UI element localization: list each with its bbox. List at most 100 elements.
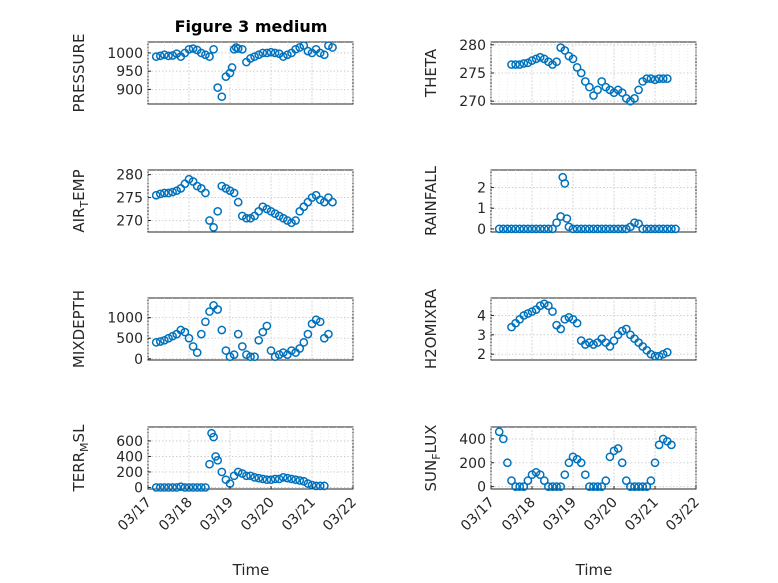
data-point: [646, 224, 656, 234]
data-point: [576, 224, 586, 234]
x-tick-label: 03/22: [663, 495, 703, 535]
data-point: [164, 483, 173, 492]
data-point: [217, 325, 227, 335]
data-point: [597, 482, 607, 491]
data-point: [654, 351, 664, 361]
y-tick-label: 400: [116, 449, 143, 465]
data-point: [658, 224, 668, 234]
data-point: [572, 63, 582, 72]
data-point: [201, 50, 210, 60]
data-point: [229, 350, 239, 360]
y-axis-label: H2OMIXRA: [422, 288, 440, 369]
y-axis-label: THETA: [422, 48, 440, 98]
data-point: [498, 224, 508, 234]
data-point: [184, 483, 194, 492]
data-point: [527, 56, 537, 65]
data-point: [242, 213, 251, 223]
y-axis-label: PRESSURE: [70, 34, 88, 113]
data-point: [233, 197, 243, 207]
y-tick-label: 0: [477, 480, 486, 496]
data-point: [164, 188, 173, 198]
data-point: [299, 337, 309, 347]
data-point: [621, 324, 631, 334]
data-point: [254, 473, 264, 483]
data-point: [552, 218, 561, 228]
data-point: [515, 60, 525, 69]
data-point: [196, 329, 206, 339]
y-tick-label: 1000: [107, 46, 143, 62]
data-point: [213, 305, 223, 314]
data-point: [246, 471, 255, 481]
x-tick-label: 03/17: [115, 495, 155, 535]
y-tick-label: 0: [134, 352, 143, 368]
data-point: [246, 54, 255, 63]
data-point: [605, 224, 615, 234]
data-point: [650, 75, 660, 85]
data-point: [315, 481, 325, 491]
data-point: [209, 432, 218, 442]
data-point: [613, 444, 623, 453]
data-point: [539, 299, 549, 309]
panel-h2omixra: 2 3 4 H2OMIXRA: [422, 288, 697, 369]
data-point: [328, 197, 337, 207]
data-point: [155, 483, 165, 492]
data-point: [507, 224, 516, 234]
panel-rainfall: 0 1 2 RAINFALL: [422, 165, 697, 238]
data-point: [646, 476, 656, 486]
x-tick-label: 03/22: [320, 495, 360, 535]
data-point: [580, 224, 590, 234]
minor-grid: [147, 42, 354, 104]
data-point: [617, 458, 627, 468]
data-point: [654, 440, 664, 450]
data-point: [303, 46, 313, 56]
plot-area: [490, 297, 697, 361]
data-point: [201, 188, 210, 198]
data-point: [638, 482, 648, 491]
data-point: [242, 471, 251, 481]
x-tick-label: 03/20: [581, 495, 621, 535]
data-point: [176, 482, 186, 492]
data-point: [605, 342, 615, 351]
data-point: [233, 329, 243, 339]
data-point: [205, 307, 214, 316]
y-tick-label: 0: [477, 222, 486, 238]
data-point: [548, 224, 557, 234]
data-point: [151, 52, 161, 61]
data-point: [634, 482, 643, 491]
y-tick-label: 600: [116, 434, 143, 450]
data-point: [613, 224, 623, 234]
data-point: [519, 482, 529, 491]
data-point: [646, 349, 656, 359]
data-point: [266, 475, 276, 485]
data-point: [658, 349, 668, 359]
data-point: [589, 340, 598, 349]
data-point: [237, 44, 247, 54]
data-point: [662, 74, 672, 83]
panel-air-temp: 270 275 280 AIRTEMP: [70, 168, 354, 233]
major-grid: [147, 42, 354, 104]
data-point: [291, 44, 300, 54]
data-point: [597, 77, 607, 86]
plot-area: [490, 169, 697, 233]
data-point: [155, 51, 165, 61]
y-axis-label: SUNFLUX: [422, 425, 443, 492]
data-point: [650, 458, 660, 468]
data-point: [511, 224, 520, 234]
data-point: [254, 50, 264, 60]
y-axis-label: AIRTEMP: [70, 169, 91, 232]
data-point: [621, 224, 631, 234]
data-point: [242, 350, 251, 360]
data-point: [560, 46, 570, 55]
data-point: [225, 352, 235, 362]
data-point: [585, 82, 594, 92]
data-point: [617, 88, 627, 98]
data-point: [593, 482, 602, 491]
data-point: [278, 473, 288, 482]
data-point: [258, 474, 268, 484]
data-point: [630, 218, 639, 228]
data-point: [180, 483, 190, 492]
data-point: [654, 224, 664, 234]
data-point: [671, 224, 680, 234]
data-point: [523, 309, 533, 318]
